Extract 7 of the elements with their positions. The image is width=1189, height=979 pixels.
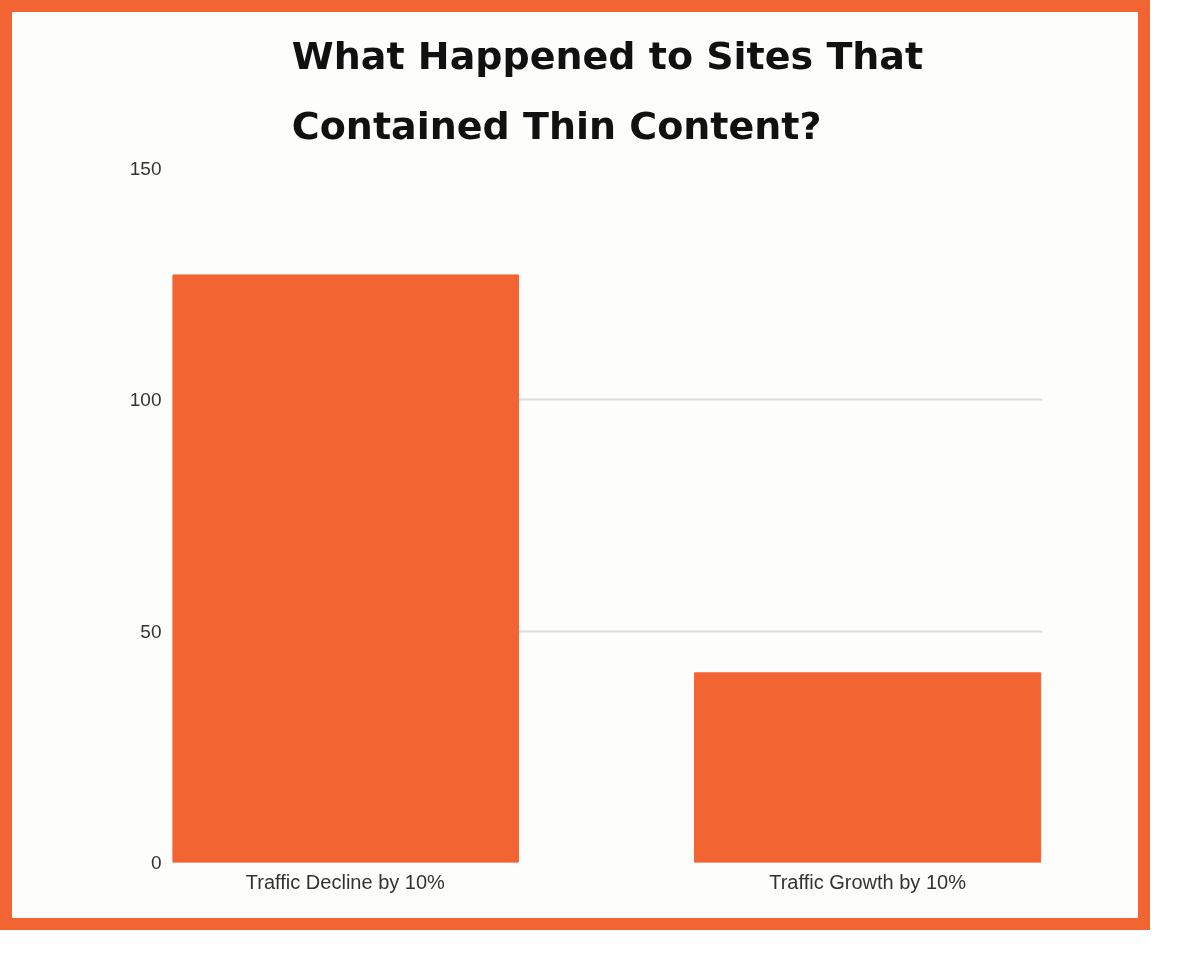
chart-title: What Happened to Sites That Contained Thin Content?: [291, 34, 924, 149]
y-tick-label: 0: [150, 852, 162, 873]
x-tick-label: Traffic Decline by 10%: [245, 870, 446, 893]
y-tick-label: 150: [129, 158, 162, 179]
x-tick-label: Traffic Growth by 10%: [769, 870, 967, 893]
y-tick-label: 50: [140, 620, 162, 642]
y-tick-label: 100: [129, 389, 162, 411]
